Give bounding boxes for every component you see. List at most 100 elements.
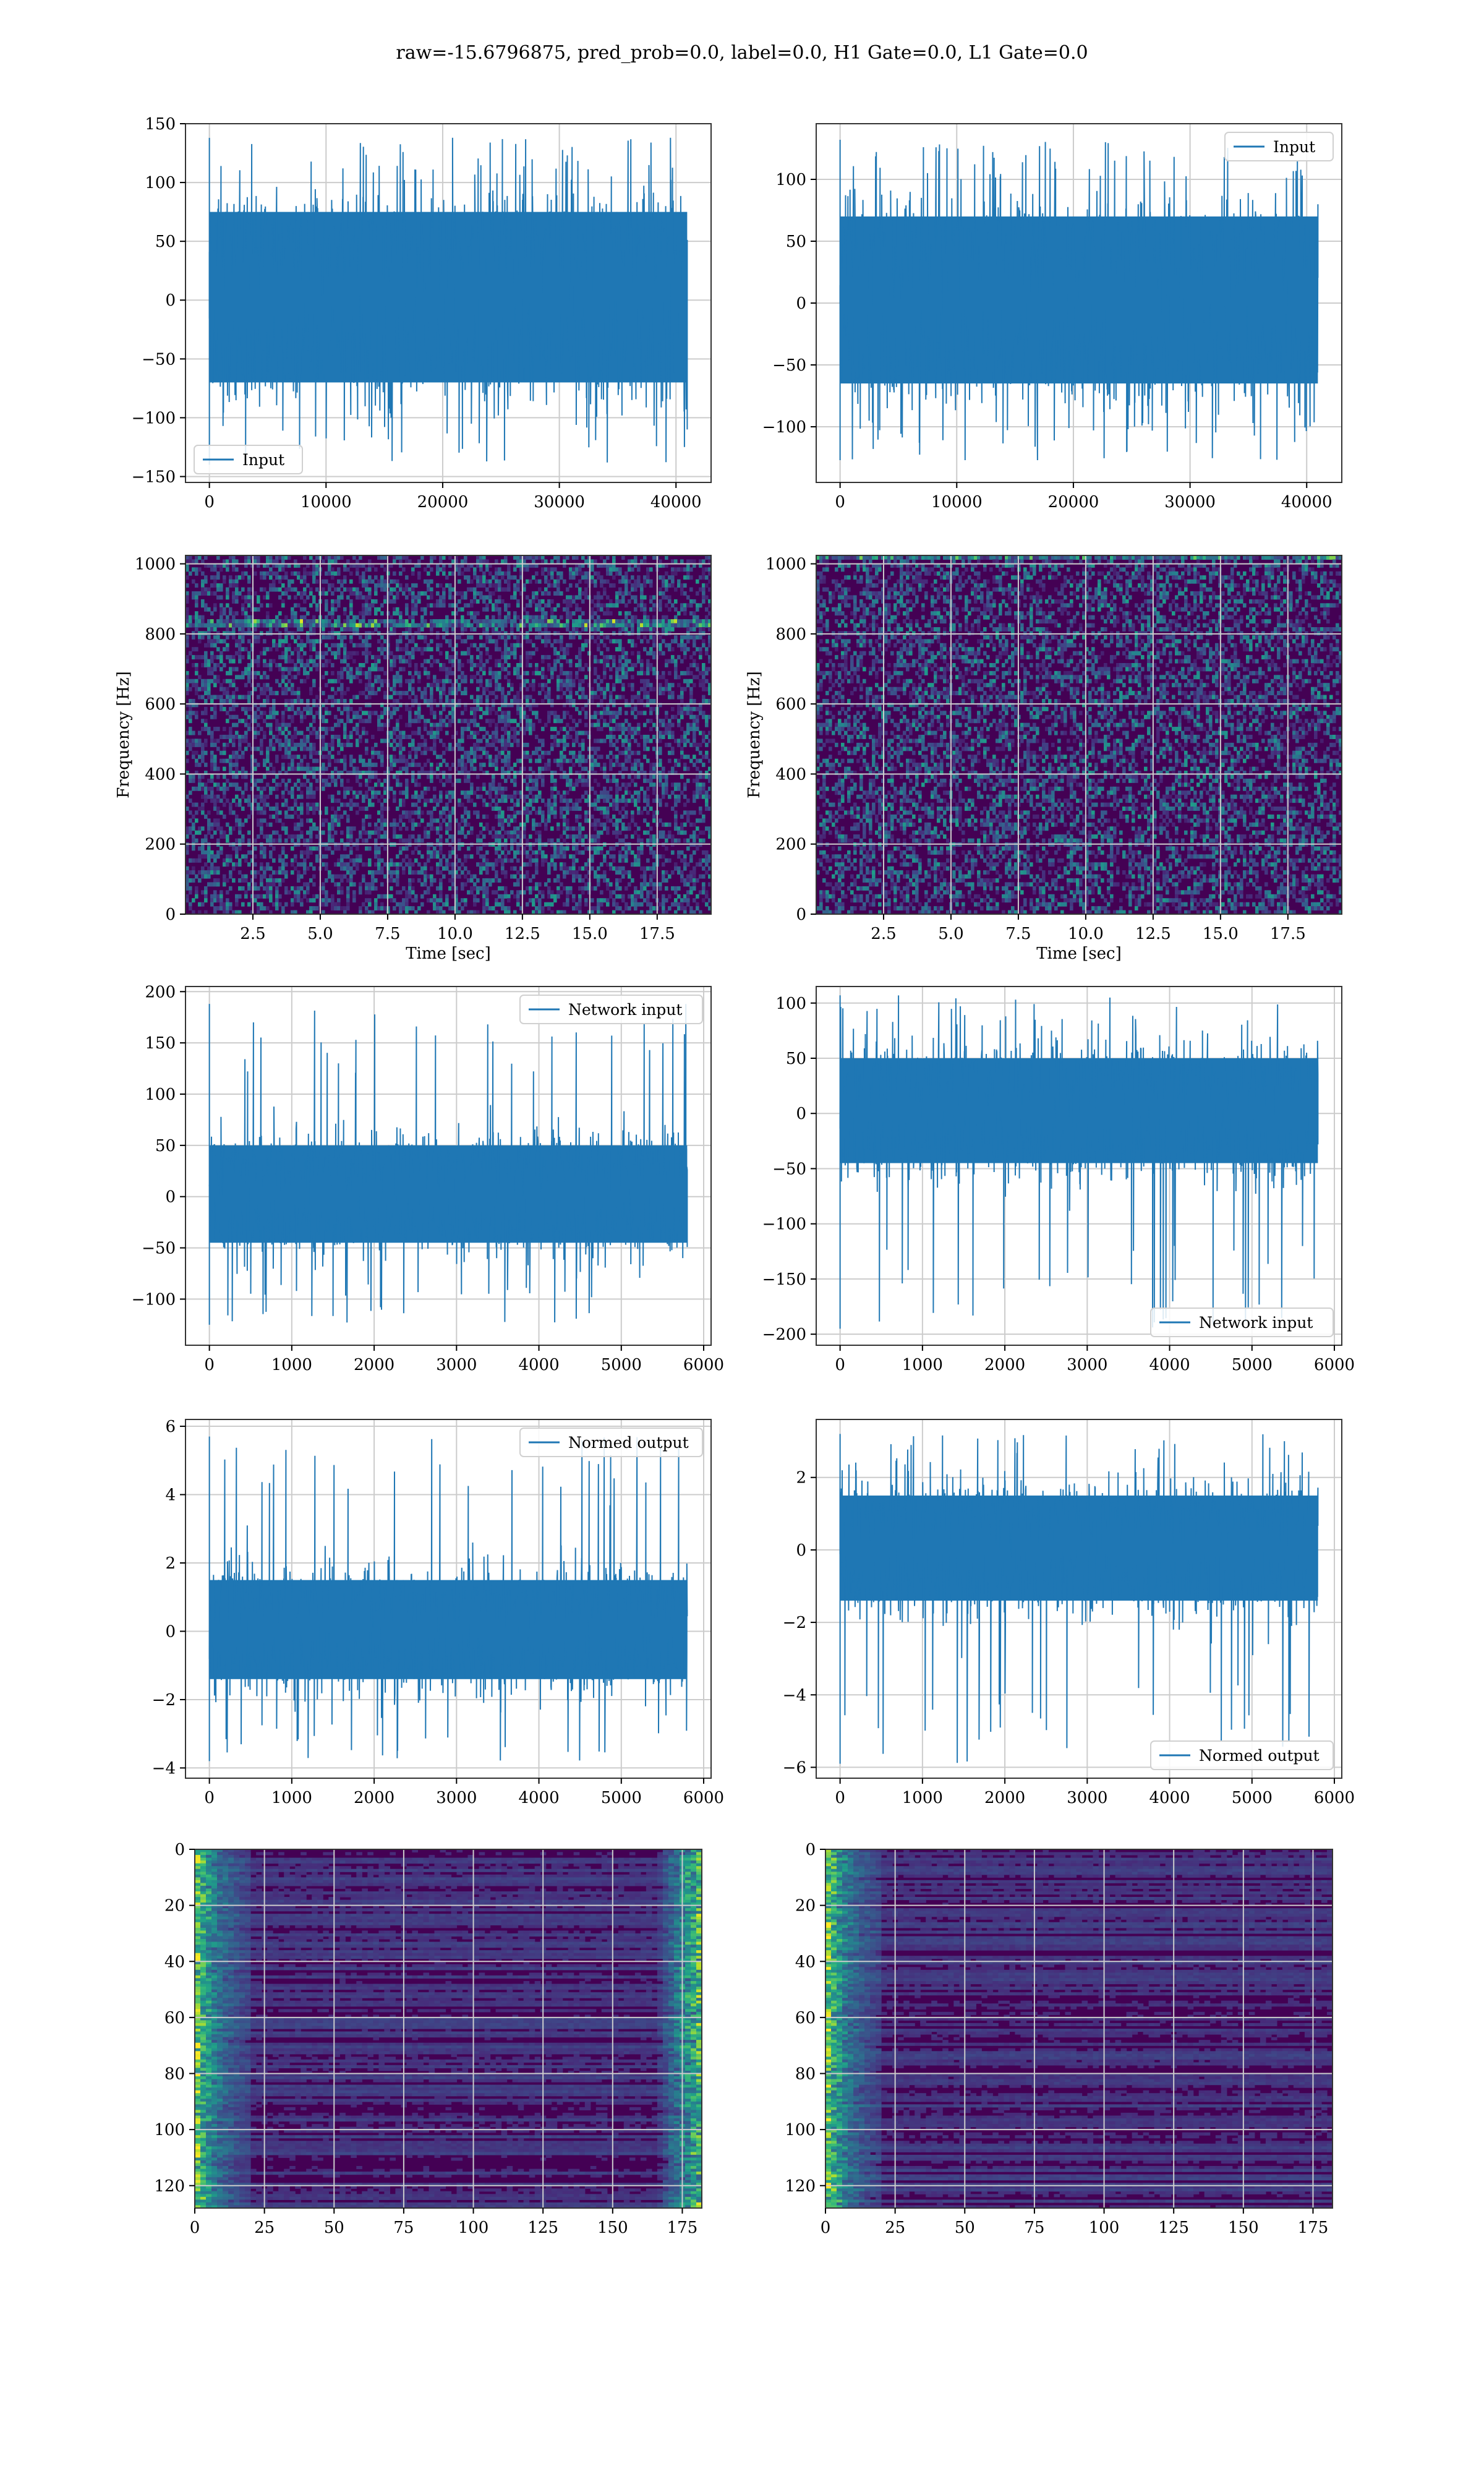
- l1-network-input-ytick-label: 0: [796, 1105, 806, 1123]
- l1-network-input-xtick-label: 6000: [1314, 1356, 1355, 1374]
- l1-embedding-xtick-label: 125: [1158, 2219, 1189, 2237]
- l1-normed-output-xtick-label: 0: [835, 1789, 845, 1807]
- l1-normed-output-xtick-label: 3000: [1067, 1789, 1107, 1807]
- h1-spectrogram-ytick-label: 1000: [135, 555, 176, 574]
- l1-spectrogram-xtick-label: 10.0: [1068, 925, 1104, 943]
- h1-input-xtick-label: 30000: [534, 493, 585, 511]
- h1-network-input-ytick-label: 100: [145, 1085, 176, 1104]
- h1-network-input-xtick-label: 3000: [436, 1356, 477, 1374]
- l1-input-ytick-label: 50: [786, 233, 806, 251]
- l1-network-input-xtick-label: 0: [835, 1356, 845, 1374]
- h1-spectrogram-frame: [185, 555, 712, 915]
- h1-spectrogram-xtick-label: 2.5: [240, 925, 265, 943]
- h1-spectrogram-ylabel: Frequency [Hz]: [114, 671, 133, 798]
- h1-embedding-xtick-label: 100: [458, 2219, 489, 2237]
- l1-normed-output-ytick-label: −2: [783, 1614, 806, 1632]
- h1-network-input-panel: 0 1000 2000 3000 4000 5000 6000 −100 −50 0 50 100 15…: [132, 983, 725, 1374]
- h1-network-input-legend-label: Network input: [568, 1001, 682, 1019]
- l1-input-panel: 0 10000 20000 30000 40000 −100 −50 0 50 100 Input: [762, 123, 1342, 511]
- h1-normed-output-ytick-label: 4: [165, 1486, 176, 1505]
- l1-embedding-xtick-label: 175: [1298, 2219, 1329, 2237]
- h1-embedding-xtick-label: 150: [597, 2219, 628, 2237]
- h1-normed-output-ytick-label: 2: [165, 1554, 176, 1573]
- h1-input-legend-box: [194, 445, 303, 474]
- l1-normed-output-frame: [816, 1419, 1342, 1779]
- l1-network-input-xtick-label: 2000: [984, 1356, 1025, 1374]
- h1-input-frame: [185, 123, 712, 483]
- h1-embedding-cells: [195, 1849, 702, 2208]
- h1-embedding-ytick-label: 0: [174, 1841, 185, 1859]
- h1-network-input-legend-box: [519, 995, 703, 1024]
- l1-embedding-ytick-label: 20: [795, 1897, 816, 1915]
- h1-input-ytick-label: 50: [155, 233, 176, 251]
- l1-embedding-xtick-label: 25: [885, 2219, 905, 2237]
- h1-spectrogram-panel: 2.5 5.0 7.5 10.0 12.5 15.0 17.5 0 200 400 600 800 10…: [114, 555, 712, 963]
- h1-network-input-xtick-label: 2000: [354, 1356, 394, 1374]
- l1-network-input-panel: 0 1000 2000 3000 4000 5000 6000−200−150−100−50…: [762, 986, 1355, 1374]
- l1-normed-output-ytick-label: −4: [783, 1686, 806, 1705]
- h1-embedding-ytick-label: 60: [164, 2009, 185, 2027]
- h1-embedding-ytick-label: 120: [154, 2177, 185, 2196]
- l1-embedding-plot-area: [825, 1849, 1333, 2208]
- l1-spectrogram-xlabel: Time [sec]: [1036, 944, 1122, 963]
- h1-network-input-xtick-label: 5000: [601, 1356, 642, 1374]
- h1-spectrogram-xtick-label: 12.5: [505, 925, 540, 943]
- l1-normed-output-legend: Normed output: [1150, 1740, 1334, 1770]
- h1-embedding-xtick-label: 0: [190, 2219, 200, 2237]
- h1-normed-output-legend-label: Normed output: [568, 1434, 689, 1452]
- l1-input-ytick-label: 0: [796, 294, 806, 313]
- l1-network-input-ytick-label: −200: [762, 1325, 806, 1344]
- h1-network-input-ytick-label: 50: [155, 1137, 176, 1155]
- h1-spectrogram-ytick-label: 0: [165, 905, 176, 924]
- l1-normed-output-ytick-label: 2: [796, 1469, 806, 1487]
- h1-input-ytick-label: 150: [145, 115, 176, 134]
- l1-normed-output-ytick-label: −6: [783, 1758, 806, 1777]
- h1-spectrogram-xtick-label: 10.0: [437, 925, 473, 943]
- h1-input-xtick-label: 40000: [650, 493, 702, 511]
- h1-normed-output-xtick-label: 5000: [601, 1789, 642, 1807]
- h1-normed-output-xtick-label: 4000: [518, 1789, 559, 1807]
- h1-spectrogram-ytick-label: 400: [145, 765, 176, 784]
- l1-embedding-xtick-label: 75: [1024, 2219, 1044, 2237]
- l1-spectrogram-xtick-label: 7.5: [1005, 925, 1031, 943]
- h1-normed-output-plot-area: [186, 1419, 711, 1778]
- h1-normed-output-legend: Normed output: [519, 1427, 703, 1457]
- h1-normed-output-xtick-label: 2000: [354, 1789, 394, 1807]
- h1-normed-output-ytick-label: 0: [165, 1622, 176, 1641]
- h1-input-legend: Input: [194, 445, 303, 474]
- h1-network-input-series-line: [208, 1004, 688, 1323]
- h1-network-input-ytick-label: 0: [165, 1188, 176, 1207]
- h1-input-series-line: [208, 137, 688, 463]
- l1-spectrogram-ylabel: Frequency [Hz]: [745, 671, 764, 798]
- h1-normed-output-panel: 0 1000 2000 3000 4000 5000 6000 −4 −2 0 2 4 6 Normed …: [152, 1418, 724, 1807]
- l1-normed-output-panel: 0 1000 2000 3000 4000 5000 6000 −6 −4 −2 0 2 Normed …: [783, 1419, 1355, 1807]
- h1-network-input-xtick-label: 6000: [683, 1356, 724, 1374]
- h1-embedding-frame: [194, 1849, 702, 2209]
- h1-spectrogram-xtick-label: 17.5: [639, 925, 675, 943]
- h1-network-input-ytick-label: −100: [132, 1290, 176, 1309]
- l1-spectrogram-ytick-label: 600: [775, 695, 806, 714]
- h1-embedding-ytick-label: 40: [164, 1953, 185, 1971]
- l1-network-input-ytick-label: 100: [775, 995, 806, 1013]
- h1-normed-output-ytick-label: −2: [152, 1691, 176, 1710]
- l1-network-input-legend: Network input: [1150, 1308, 1334, 1337]
- l1-spectrogram-xtick-label: 2.5: [871, 925, 896, 943]
- figure-title: raw=-15.6796875, pred_prob=0.0, label=0.…: [0, 42, 1484, 64]
- h1-network-input-legend: Network input: [519, 995, 703, 1024]
- h1-embedding-xtick-label: 25: [254, 2219, 275, 2237]
- h1-embedding-ytick-label: 20: [164, 1897, 185, 1915]
- l1-embedding-ytick-label: 80: [795, 2065, 816, 2084]
- h1-spectrogram-cells: [186, 555, 711, 914]
- h1-embedding-plot-area: [195, 1849, 702, 2208]
- l1-input-plot-area: [816, 124, 1342, 482]
- l1-normed-output-series-line: [839, 1434, 1319, 1763]
- l1-input-xtick-label: 0: [835, 493, 845, 511]
- l1-normed-output-plot-area: [816, 1419, 1342, 1778]
- l1-input-legend: Input: [1224, 132, 1334, 161]
- l1-normed-output-xtick-label: 1000: [902, 1789, 943, 1807]
- l1-spectrogram-xtick-label: 15.0: [1203, 925, 1239, 943]
- l1-network-input-ytick-label: 50: [786, 1050, 806, 1068]
- l1-embedding-ytick-label: 60: [795, 2009, 816, 2027]
- h1-embedding-ytick-label: 100: [154, 2121, 185, 2139]
